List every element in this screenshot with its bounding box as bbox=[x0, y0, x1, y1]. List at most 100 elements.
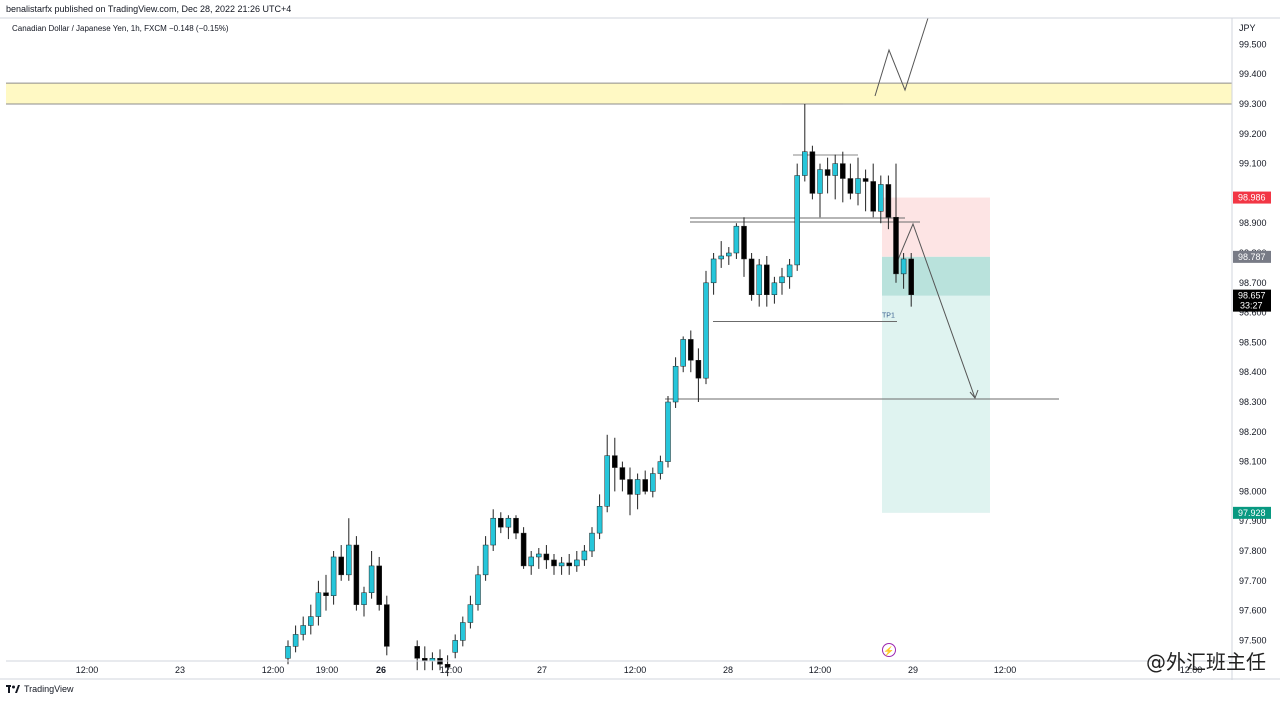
price-tick-label: 97.600 bbox=[1239, 606, 1267, 616]
candle bbox=[802, 104, 808, 182]
candle-body bbox=[779, 276, 785, 284]
lightning-icon[interactable]: ⚡ bbox=[882, 643, 896, 657]
candle bbox=[832, 154, 838, 200]
candle bbox=[505, 515, 512, 540]
candle-body bbox=[543, 553, 550, 561]
resistance-zone bbox=[6, 83, 1232, 104]
candle bbox=[665, 396, 671, 468]
candle-body bbox=[596, 506, 603, 534]
candle bbox=[323, 574, 329, 611]
candle bbox=[315, 580, 322, 626]
candle bbox=[604, 434, 610, 513]
candle bbox=[779, 267, 785, 295]
candle-body bbox=[642, 479, 648, 492]
candle bbox=[589, 527, 595, 557]
entry-price-badge: 98.787 bbox=[1238, 252, 1266, 262]
candle-body bbox=[695, 360, 702, 379]
candle-body bbox=[885, 184, 892, 218]
candle-body bbox=[634, 479, 641, 495]
candle-body bbox=[672, 365, 679, 403]
candle bbox=[285, 640, 291, 665]
candle-body bbox=[657, 461, 664, 474]
candle bbox=[840, 151, 846, 203]
candle bbox=[543, 545, 550, 569]
candle-body bbox=[330, 556, 337, 596]
candle-body bbox=[315, 592, 322, 617]
price-tick-label: 99.500 bbox=[1239, 39, 1267, 49]
candle bbox=[536, 548, 542, 569]
candle bbox=[619, 461, 626, 492]
candle bbox=[528, 551, 534, 575]
candle-body bbox=[589, 532, 595, 552]
candle-body bbox=[771, 282, 778, 295]
candle bbox=[657, 455, 664, 480]
candle bbox=[422, 646, 428, 671]
candle bbox=[452, 634, 458, 659]
candle-body bbox=[536, 553, 542, 558]
candle bbox=[338, 545, 344, 581]
candle bbox=[513, 515, 519, 540]
candle-body bbox=[520, 532, 527, 567]
candle bbox=[756, 258, 762, 307]
candle-body bbox=[574, 559, 580, 567]
candle bbox=[330, 551, 337, 605]
published-header: benalistarfx published on TradingView.co… bbox=[6, 4, 292, 14]
price-tick-label: 97.700 bbox=[1239, 576, 1267, 586]
price-tick-label: 97.800 bbox=[1239, 546, 1267, 556]
time-tick-label: 12:00 bbox=[440, 665, 463, 675]
candle-body bbox=[756, 264, 762, 295]
stop-price-badge: 98.986 bbox=[1238, 193, 1266, 203]
time-tick-label: 12:00 bbox=[262, 665, 285, 675]
candle-body bbox=[802, 151, 808, 176]
candle-body bbox=[482, 544, 489, 576]
price-tick-label: 98.700 bbox=[1239, 278, 1267, 288]
candle bbox=[650, 467, 656, 498]
candle bbox=[710, 253, 717, 295]
candle bbox=[574, 551, 580, 572]
candle-body bbox=[566, 562, 572, 567]
candle-body bbox=[764, 264, 770, 295]
candle-body bbox=[703, 282, 709, 379]
current-price-badge: 98.657 bbox=[1238, 291, 1266, 301]
candle bbox=[498, 512, 504, 534]
candle bbox=[384, 595, 390, 656]
candle-body bbox=[346, 544, 352, 576]
candle-body bbox=[627, 479, 633, 495]
axis-layer: JPY 99.500 99.400 99.300 99.200 99.100 98.900 9… bbox=[0, 17, 1280, 680]
candle bbox=[908, 253, 914, 307]
candle-body bbox=[710, 258, 717, 284]
candle bbox=[634, 473, 641, 510]
price-tick-label: 99.300 bbox=[1239, 99, 1267, 109]
tradingview-brand: TradingView bbox=[24, 684, 74, 694]
candle-body bbox=[824, 169, 831, 176]
time-tick-label: 12:00 bbox=[994, 665, 1017, 675]
candle bbox=[878, 175, 884, 224]
candle-body bbox=[847, 178, 854, 194]
candle-body bbox=[498, 517, 504, 528]
candle bbox=[672, 357, 679, 408]
candle bbox=[885, 175, 892, 230]
candle bbox=[596, 494, 603, 540]
candle-body bbox=[460, 622, 466, 641]
candle-body bbox=[870, 181, 876, 212]
candle-body bbox=[832, 163, 838, 176]
candle-body bbox=[308, 616, 314, 626]
candle bbox=[809, 145, 816, 200]
candle-body bbox=[292, 634, 299, 647]
tradingview-footer[interactable]: TradingView bbox=[6, 684, 74, 694]
candle-body bbox=[376, 565, 382, 605]
candle bbox=[748, 253, 755, 301]
candle bbox=[368, 551, 375, 599]
time-tick-label: 28 bbox=[723, 665, 733, 675]
candle-body bbox=[893, 216, 899, 275]
candle-body bbox=[619, 467, 626, 480]
symbol-info: Canadian Dollar / Japanese Yen, 1h, FXCM… bbox=[12, 24, 229, 33]
candle bbox=[361, 586, 367, 617]
price-tick-label: 98.600 bbox=[1239, 308, 1267, 318]
price-tick-label: 97.900 bbox=[1239, 516, 1267, 526]
candle bbox=[688, 330, 694, 373]
candle bbox=[520, 527, 527, 569]
tradingview-logo-icon bbox=[6, 685, 20, 693]
time-tick-label: 27 bbox=[537, 665, 547, 675]
